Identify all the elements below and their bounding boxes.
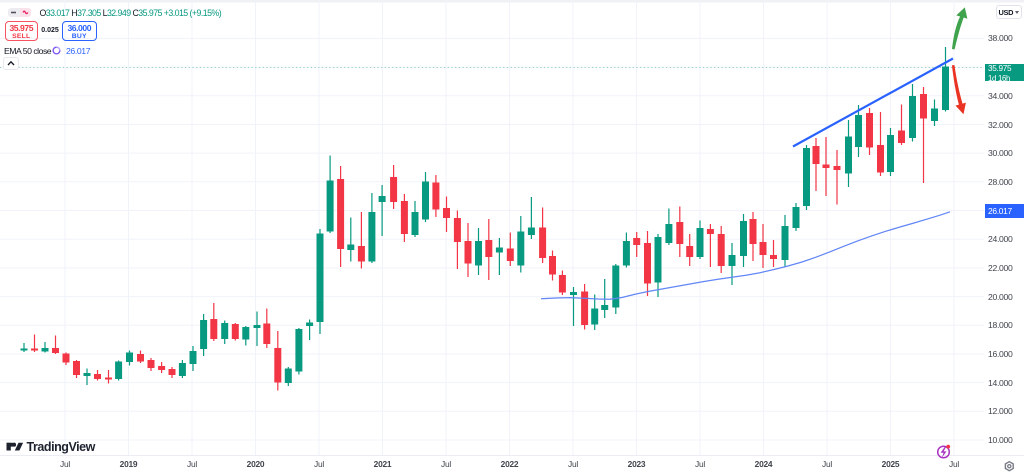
- svg-text:TradingView: TradingView: [27, 440, 96, 454]
